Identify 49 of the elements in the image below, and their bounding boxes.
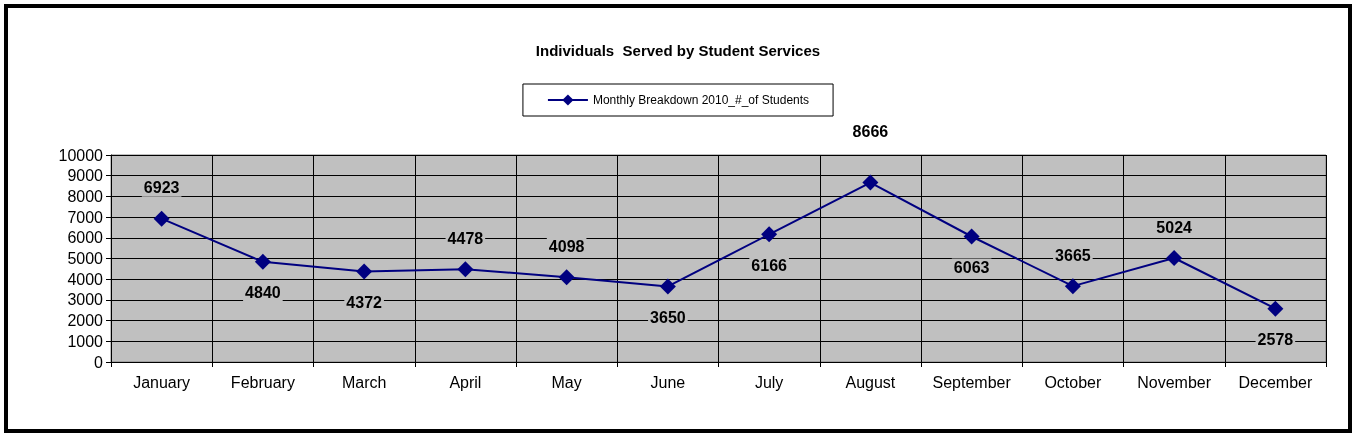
y-tick-label: 1000 <box>67 332 104 350</box>
x-tick-label: December <box>1238 373 1313 391</box>
point <box>153 210 170 227</box>
y-tick-label: 3000 <box>67 291 104 309</box>
point <box>862 174 879 191</box>
x-tick-label: August <box>845 373 896 391</box>
data-label: 2578 <box>1257 331 1294 349</box>
legend-label: Monthly Breakdown 2010_#_of Students <box>592 93 810 107</box>
x-tick-label: July <box>754 373 784 391</box>
point <box>457 261 474 278</box>
x-tick-label: October <box>1044 373 1102 391</box>
x-tick-label: June <box>650 373 686 391</box>
y-tick-label: 9000 <box>67 167 104 185</box>
data-label: 8666 <box>852 123 889 141</box>
point <box>963 228 980 245</box>
x-tick-label: March <box>341 373 387 391</box>
data-label: 4372 <box>346 294 383 311</box>
data-label: 6166 <box>751 256 788 274</box>
point <box>1166 250 1183 266</box>
point <box>659 278 676 295</box>
y-tick-label: 6000 <box>67 229 104 247</box>
data-label: 3665 <box>1055 246 1091 264</box>
data-label: 3650 <box>650 308 686 326</box>
y-tick-label: 5000 <box>67 250 104 267</box>
y-tick-label: 8000 <box>67 187 104 205</box>
data-label: 5024 <box>1156 218 1193 236</box>
point <box>558 269 575 286</box>
data-label: 6063 <box>953 259 990 276</box>
x-tick-label: September <box>932 373 1012 391</box>
y-tick-label: 7000 <box>67 208 104 226</box>
point <box>761 226 778 243</box>
data-label: 6923 <box>143 179 180 197</box>
point <box>1064 278 1081 295</box>
data-label: 4478 <box>447 229 484 247</box>
y-tick-label: 4000 <box>67 270 104 288</box>
y-tick-label: 10000 <box>58 146 104 164</box>
point <box>356 263 373 280</box>
x-tick-label: November <box>1137 373 1212 391</box>
point <box>254 253 271 270</box>
data-label: 4840 <box>245 284 281 302</box>
data-label: 4098 <box>548 237 585 255</box>
x-tick-label: April <box>449 373 482 391</box>
y-tick-label: 0 <box>94 353 104 371</box>
x-tick-label: January <box>133 373 191 391</box>
x-tick-label: May <box>551 373 582 391</box>
point <box>1267 300 1284 317</box>
x-tick-label: February <box>230 373 295 391</box>
chart-title: Individuals Served by Student Services <box>535 42 821 59</box>
y-tick-label: 2000 <box>67 312 104 330</box>
